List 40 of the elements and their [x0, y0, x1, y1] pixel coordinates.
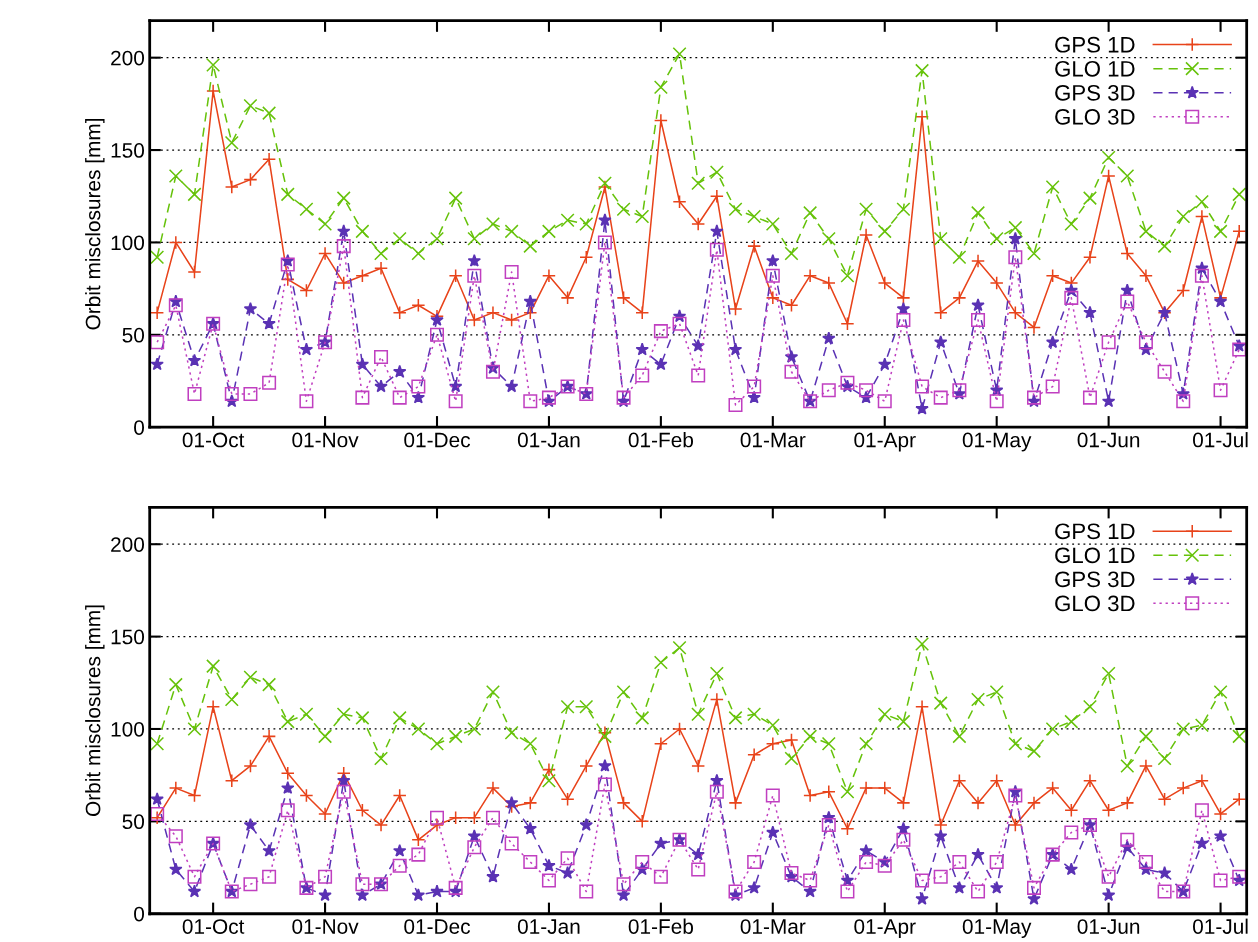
legend-label: GPS 1D	[1055, 36, 1135, 53]
x-tick-label: 01-Mar	[740, 432, 806, 448]
x-tick-label: 01-Feb	[628, 432, 694, 448]
x-tick-label: 01-Apr	[854, 432, 916, 452]
legend-label: GLO 3D	[1055, 109, 1135, 125]
x-tick-label: 01-Oct	[182, 432, 245, 448]
legend-label: GPS 1D	[1055, 523, 1135, 540]
y-tick-label: 0	[134, 420, 145, 435]
y-tick-label: 200	[111, 50, 145, 66]
y-tick-label: 150	[111, 143, 145, 158]
x-tick-label: 01-Dec	[404, 432, 471, 448]
legend-label: GPS 3D	[1055, 571, 1135, 588]
x-tick-label: 01-May	[962, 919, 1032, 939]
legend-label: GLO 1D	[1055, 547, 1135, 564]
x-tick-label: 01-Mar	[740, 919, 806, 934]
x-tick-label: 01-May	[962, 432, 1032, 452]
x-tick-label: 01-Jan	[517, 919, 580, 934]
x-tick-label: 01-Apr	[854, 919, 916, 939]
y-axis-title: Orbit misclosures [mm]	[85, 118, 105, 330]
x-tick-label: 01-Oct	[182, 919, 245, 934]
x-tick-label: 01-Jan	[517, 432, 580, 448]
y-tick-label: 200	[111, 537, 145, 552]
x-tick-label: 01-Nov	[292, 919, 359, 934]
x-tick-label: 01-Feb	[628, 918, 694, 934]
legend-label: GLO 1D	[1055, 60, 1135, 77]
y-tick-label: 100	[111, 235, 145, 251]
x-tick-label: 01-Nov	[292, 432, 359, 448]
x-tick-label: 01-Jun	[1077, 432, 1140, 448]
legend-label: GLO 3D	[1055, 595, 1135, 612]
y-tick-label: 150	[111, 629, 145, 645]
y-tick-label: 0	[134, 906, 145, 922]
x-tick-label: 01-Jul	[1193, 918, 1248, 934]
x-tick-label: 01-Jul	[1193, 432, 1248, 448]
legend-label: GPS 3D	[1055, 84, 1135, 101]
x-tick-label: 01-Jun	[1077, 919, 1140, 934]
y-axis-title: Orbit misclosures [mm]	[85, 605, 105, 816]
y-tick-label: 50	[122, 327, 145, 343]
y-tick-label: 50	[122, 814, 145, 830]
y-tick-label: 100	[111, 721, 145, 737]
x-tick-label: 01-Dec	[404, 919, 471, 934]
